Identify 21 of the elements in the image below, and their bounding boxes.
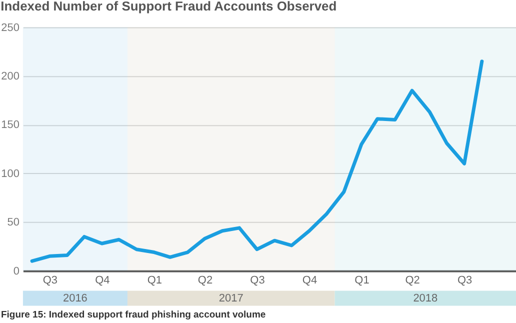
y-tick-label: 150 — [1, 119, 20, 132]
chart-title: Indexed Number of Support Fraud Accounts Observed — [0, 0, 337, 14]
x-tick-label: Q4 — [302, 274, 318, 286]
line-series — [30, 60, 484, 263]
x-tick-label: Q3 — [42, 274, 58, 286]
y-tick-label: 0 — [13, 265, 20, 278]
y-tick-label: 50 — [7, 216, 20, 229]
caption: Figure 15: Indexed support fraud phishing account volume — [1, 310, 266, 321]
y-tick-label: 100 — [1, 168, 20, 180]
band-label: 2016 — [63, 292, 88, 305]
y-tick-label: 200 — [1, 70, 20, 82]
band-label: 2018 — [413, 292, 438, 305]
x-tick-label: Q4 — [95, 274, 110, 286]
band-label: 2017 — [218, 292, 244, 305]
x-tick-label: Q2 — [198, 274, 213, 286]
x-tick-label: Q1 — [147, 274, 162, 286]
x-tick-label: Q3 — [457, 274, 472, 286]
x-tick-label: Q3 — [250, 274, 265, 286]
y-tick-label: 250 — [1, 22, 20, 34]
x-tick-label: Q2 — [405, 274, 420, 286]
x-tick-label: Q1 — [354, 274, 370, 286]
